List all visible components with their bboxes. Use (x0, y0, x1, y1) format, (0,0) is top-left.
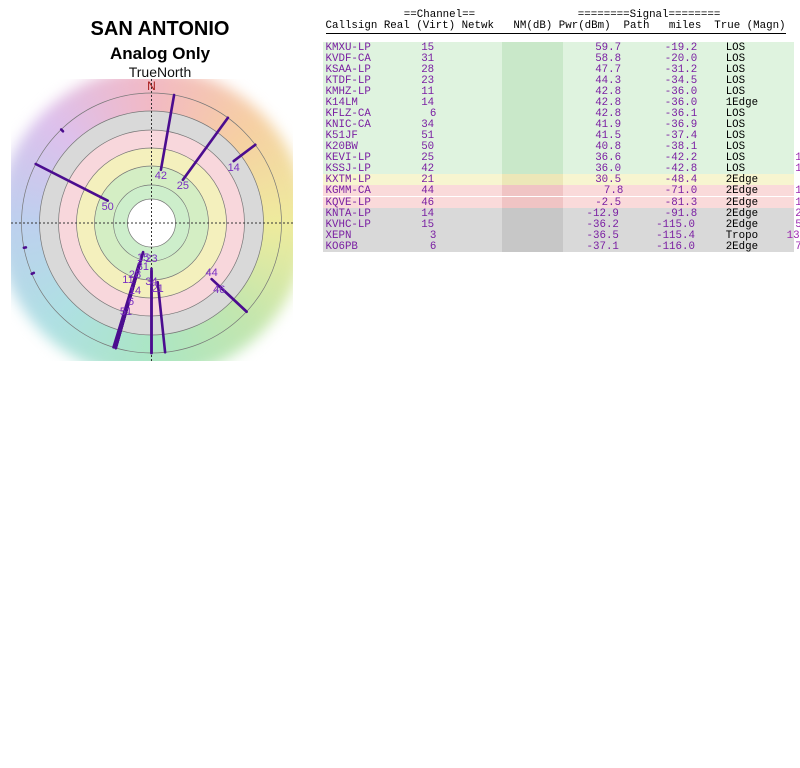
svg-text:51: 51 (120, 306, 132, 318)
svg-text:46: 46 (213, 284, 225, 296)
svg-text:14: 14 (228, 162, 240, 174)
svg-text:21: 21 (152, 283, 164, 295)
svg-text:25: 25 (177, 180, 189, 192)
svg-text:44: 44 (205, 267, 217, 279)
svg-text:23: 23 (145, 253, 157, 265)
svg-text:42: 42 (155, 170, 167, 182)
svg-text:50: 50 (102, 201, 114, 213)
svg-text:N: N (147, 79, 156, 93)
